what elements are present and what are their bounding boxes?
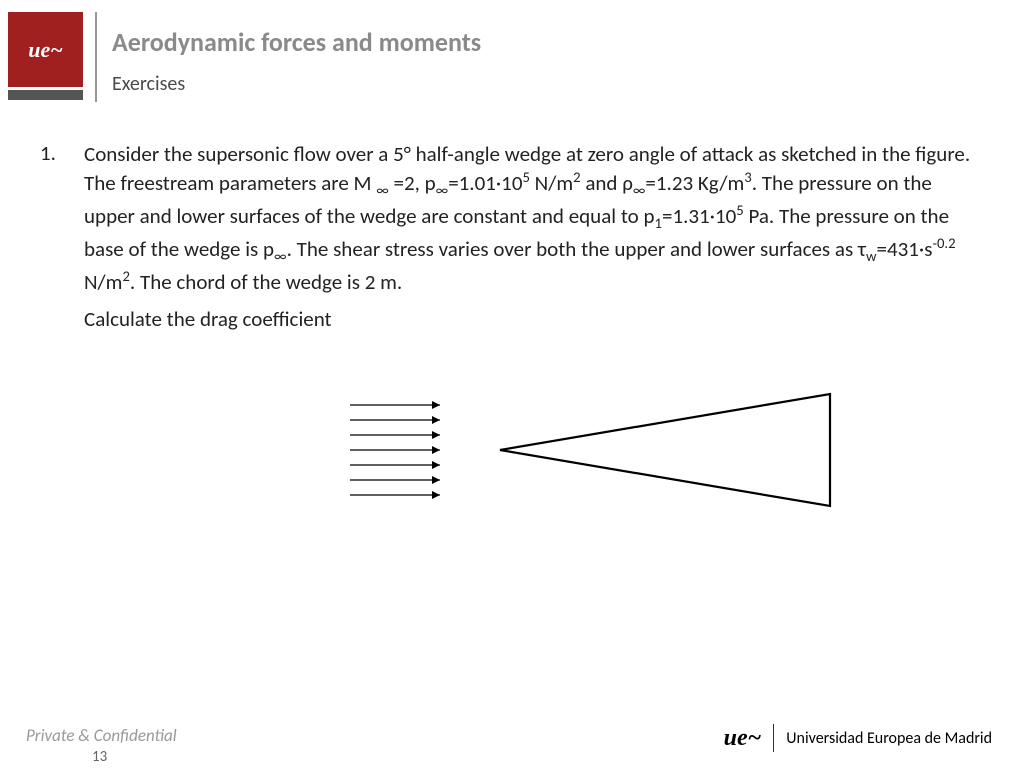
footer-divider <box>773 724 774 752</box>
page-subtitle: Exercises <box>112 72 185 96</box>
flow-arrows <box>350 401 440 499</box>
header-logo-bar <box>8 90 83 100</box>
header-logo-text: ue~ <box>28 37 63 63</box>
page-title: Aerodynamic forces and moments <box>112 26 481 58</box>
footer-confidential: Private & Confidential <box>26 725 177 746</box>
footer-university-name: Universidad Europea de Madrid <box>786 729 992 748</box>
wedge-shape <box>500 394 830 506</box>
exercise-number: 1. <box>40 140 68 341</box>
exercise-text: Consider the supersonic flow over a 5° h… <box>84 140 984 341</box>
header-logo: ue~ <box>8 12 83 87</box>
header-divider <box>95 12 97 102</box>
footer-logo-text: ue~ <box>724 725 762 752</box>
exercise-paragraph-1: Consider the supersonic flow over a 5° h… <box>84 140 984 297</box>
exercise-paragraph-2: Calculate the drag coefficient <box>84 305 984 333</box>
footer-university-block: ue~ Universidad Europea de Madrid <box>724 724 992 752</box>
page-number: 13 <box>92 748 107 766</box>
exercise-block: 1. Consider the supersonic flow over a 5… <box>40 140 984 341</box>
wedge-figure <box>0 370 1024 590</box>
